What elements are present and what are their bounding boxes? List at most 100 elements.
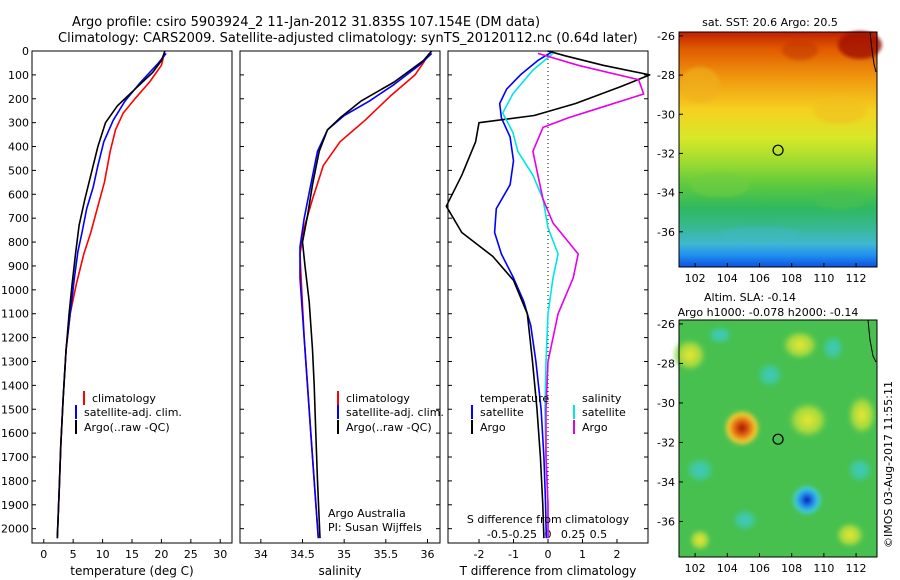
depth-tick-label: 1600 xyxy=(1,427,29,440)
temperature-series xyxy=(56,50,167,539)
series-line-argo-raw-qc- xyxy=(301,50,433,539)
difference-series xyxy=(445,50,651,539)
depth-tick-label: 1800 xyxy=(1,475,29,488)
t-difference-label: T difference from climatology xyxy=(459,564,637,578)
temperature-tick-label: 15 xyxy=(125,548,139,561)
depth-tick-label: 1200 xyxy=(1,332,29,345)
depth-tick-label: 1700 xyxy=(1,451,29,464)
legend-label-argo: Argo(..raw -QC) xyxy=(84,421,170,434)
sla-map-title1: Altim. SLA: -0.14 xyxy=(704,291,796,304)
temperature-tick-label: 30 xyxy=(213,548,227,561)
salinity-depth-ticks xyxy=(240,50,440,530)
lon-tick-label: 112 xyxy=(846,562,867,575)
lon-tick-label: 104 xyxy=(717,272,738,285)
difference-legend: temperature satellite Argo salinity sate… xyxy=(471,392,626,434)
figure-title-line1: Argo profile: csiro 5903924_2 11-Jan-201… xyxy=(72,15,540,30)
argo-position-marker xyxy=(772,433,784,445)
lat-tick-label: -32 xyxy=(657,436,675,449)
depth-tick-label: 1300 xyxy=(1,355,29,368)
lon-tick-label: 108 xyxy=(781,272,802,285)
series-line-argo-raw-qc- xyxy=(56,50,166,539)
depth-tick-label: 900 xyxy=(8,260,29,273)
legend-sal-satellite: satellite xyxy=(582,406,626,419)
depth-tick-label: 800 xyxy=(8,236,29,249)
t-difference-axis: -2 -1 0 1 2 xyxy=(474,539,620,561)
salinity-series xyxy=(299,50,433,539)
sst-texture xyxy=(680,31,882,243)
temperature-tick-label: 10 xyxy=(96,548,110,561)
temperature-tick-label: 20 xyxy=(154,548,168,561)
legend-temp-argo: Argo xyxy=(480,421,506,434)
temperature-x-label: temperature (deg C) xyxy=(70,564,193,578)
legend-label-climatology: climatology xyxy=(92,392,156,405)
sst-map-title: sat. SST: 20.6 Argo: 20.5 xyxy=(702,16,838,29)
lat-tick-label: -26 xyxy=(657,30,675,43)
t-diff-tick-label: -2 xyxy=(474,548,485,561)
salinity-x-label: salinity xyxy=(318,564,361,578)
legend-salinity-title: salinity xyxy=(582,392,622,405)
temperature-tick-label: 5 xyxy=(70,548,77,561)
temperature-tick-label: 0 xyxy=(40,548,47,561)
temperature-legend: climatology satellite-adj. clim. Argo(..… xyxy=(75,391,182,434)
lat-tick-label: -30 xyxy=(657,108,675,121)
s-difference-axis: -0.5 -0.25 0 0.25 0.5 xyxy=(487,528,607,541)
t-diff-tick-label: 0 xyxy=(545,548,552,561)
lat-tick-label: -36 xyxy=(657,226,675,239)
s-diff-tick-label: -0.5 xyxy=(487,528,508,541)
lon-tick-label: 102 xyxy=(685,562,706,575)
depth-tick-label: 1000 xyxy=(1,284,29,297)
depth-tick-label: 300 xyxy=(8,117,29,130)
s-diff-tick-label: 0.25 xyxy=(561,528,586,541)
t-diff-tick-label: 2 xyxy=(613,548,620,561)
legend-temperature-title: temperature xyxy=(480,392,549,405)
depth-tick-label: 100 xyxy=(8,69,29,82)
coastline xyxy=(867,319,877,363)
salinity-tick-label: 35.5 xyxy=(374,548,399,561)
legend-sal-argo: Argo xyxy=(582,421,608,434)
argo-australia-note: Argo Australia xyxy=(328,507,406,520)
watermark: ©IMOS 03-Aug-2017 11:55:11 xyxy=(882,381,895,548)
lat-tick-label: -30 xyxy=(657,397,675,410)
temperature-tick-label: 25 xyxy=(184,548,198,561)
s-difference-label: S difference from climatology xyxy=(467,513,630,526)
sla-lat-axis: -26 -28 -30 -32 -34 -36 xyxy=(657,318,683,528)
salinity-tick-label: 36 xyxy=(421,548,435,561)
coastline xyxy=(869,31,877,73)
legend-label-argo: Argo(..raw -QC) xyxy=(346,421,432,434)
series-line-satellite-adj-clim- xyxy=(299,52,433,539)
salinity-tick-label: 34.5 xyxy=(290,548,315,561)
legend-label-satellite: satellite-adj. clim. xyxy=(84,406,182,419)
difference-depth-ticks xyxy=(448,50,648,530)
temperature-x-axis: 0 5 10 15 20 25 30 xyxy=(40,539,227,561)
sla-eddies xyxy=(672,325,878,552)
depth-tick-label: 1500 xyxy=(1,403,29,416)
salinity-tick-label: 34 xyxy=(254,548,268,561)
lon-tick-label: 110 xyxy=(813,562,834,575)
lon-tick-label: 104 xyxy=(717,562,738,575)
salinity-x-axis: 34 34.5 35 35.5 36 xyxy=(254,539,435,561)
lon-tick-label: 112 xyxy=(846,272,867,285)
depth-tick-label: 1100 xyxy=(1,308,29,321)
depth-tick-label: 200 xyxy=(8,93,29,106)
legend-label-satellite: satellite-adj. clim. xyxy=(346,406,444,419)
t-diff-tick-label: 1 xyxy=(579,548,586,561)
depth-tick-label: 2000 xyxy=(1,523,29,536)
legend-temp-satellite: satellite xyxy=(480,406,524,419)
argo-position-marker xyxy=(772,144,784,156)
lat-tick-label: -28 xyxy=(657,69,675,82)
sla-field xyxy=(679,320,877,557)
depth-tick-label: 1400 xyxy=(1,379,29,392)
lat-tick-label: -34 xyxy=(657,187,675,200)
sla-map-title2: Argo h1000: -0.078 h2000: -0.14 xyxy=(678,306,859,319)
temperature-panel: 0100200300400500600700800900100011001200… xyxy=(1,45,233,578)
series-line-temperature-argo xyxy=(445,50,651,539)
lon-tick-label: 106 xyxy=(749,272,770,285)
sst-lon-axis: 102 104 106 108 110 112 xyxy=(685,263,867,285)
lon-tick-label: 106 xyxy=(749,562,770,575)
depth-tick-label: 0 xyxy=(22,45,29,58)
salinity-legend: climatology satellite-adj. clim. Argo(..… xyxy=(337,391,444,434)
s-diff-tick-label: 0.5 xyxy=(590,528,608,541)
lon-tick-label: 108 xyxy=(781,562,802,575)
lat-tick-label: -32 xyxy=(657,147,675,160)
